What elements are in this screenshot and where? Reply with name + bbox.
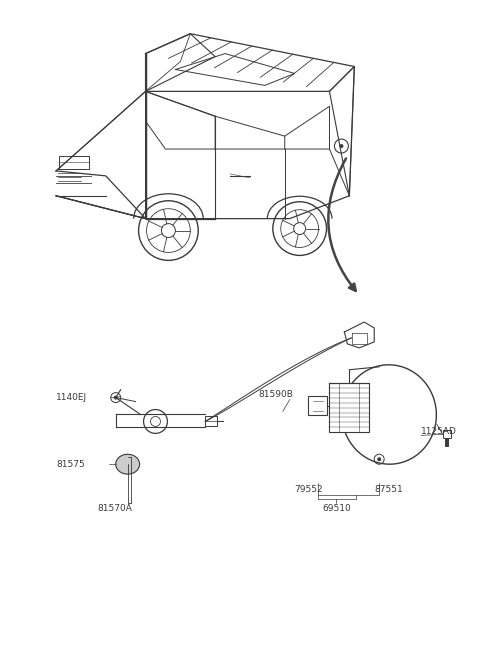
Bar xyxy=(329,383,369,432)
Bar xyxy=(59,156,89,169)
Bar xyxy=(308,396,327,415)
Circle shape xyxy=(339,144,343,148)
Ellipse shape xyxy=(116,455,140,474)
Text: 81590B: 81590B xyxy=(258,390,293,399)
Text: 81575: 81575 xyxy=(56,460,85,469)
Text: 87551: 87551 xyxy=(374,485,403,494)
Bar xyxy=(443,430,451,438)
Text: 69510: 69510 xyxy=(322,504,351,514)
Text: 1140EJ: 1140EJ xyxy=(56,393,87,402)
Text: 79552: 79552 xyxy=(295,485,324,494)
Circle shape xyxy=(114,396,118,400)
Text: 1125AD: 1125AD xyxy=(421,427,457,436)
Text: 81570A: 81570A xyxy=(98,504,132,514)
Bar xyxy=(205,417,217,426)
Circle shape xyxy=(377,457,381,461)
Bar xyxy=(445,438,448,446)
